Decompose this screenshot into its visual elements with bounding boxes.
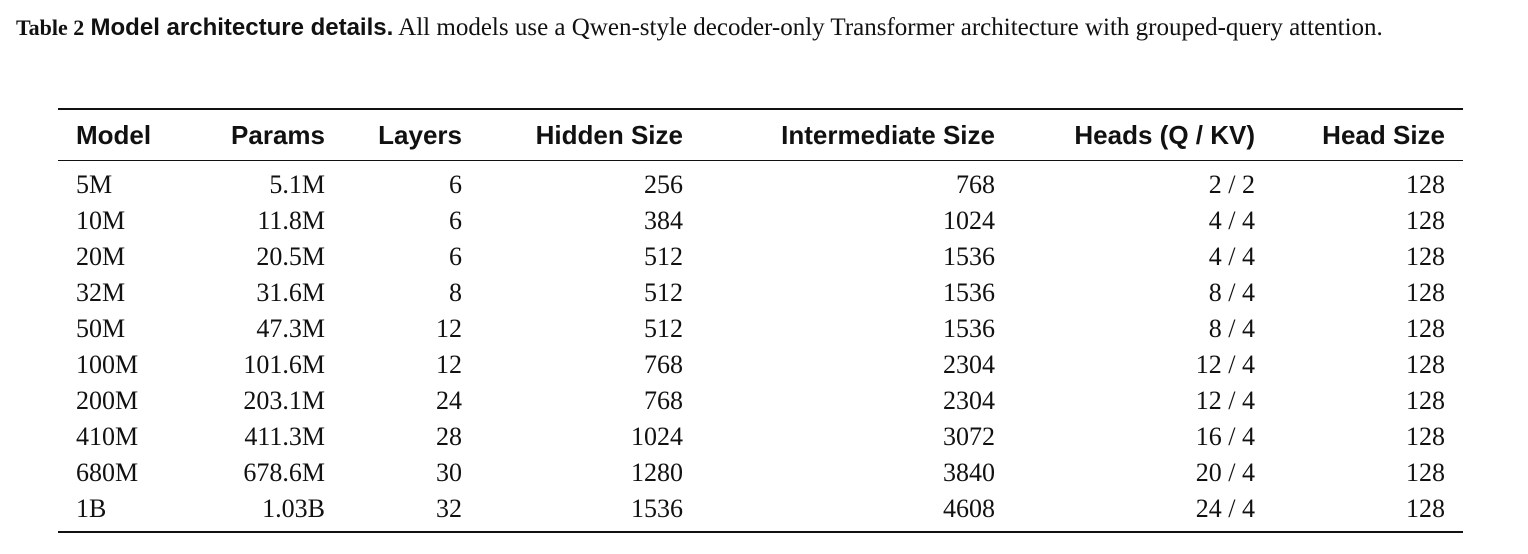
- table-cell: 410M: [76, 422, 139, 451]
- table: Model Params Layers Hidden Size Intermediate…: [58, 108, 1463, 533]
- table-cell: 4 / 4: [1208, 242, 1255, 271]
- table-cell: 30: [436, 458, 462, 487]
- table-cell: 1B: [76, 494, 107, 523]
- table-row: 680M 678.6M 30 1280 3840 20 / 4 128: [58, 455, 1463, 491]
- table-cell: 32: [436, 494, 462, 523]
- table-cell: 101.6M: [243, 350, 325, 379]
- table-cell: 12 / 4: [1195, 350, 1255, 379]
- table-cell: 8: [449, 278, 462, 307]
- table-row: 5M 5.1M 6 256 768 2 / 2 128: [58, 161, 1463, 204]
- table-cell: 5M: [76, 170, 113, 199]
- table-cell: 411.3M: [244, 422, 325, 451]
- table-cell: 128: [1406, 458, 1445, 487]
- column-header: Hidden Size: [535, 119, 683, 150]
- column-header: Intermediate Size: [781, 119, 995, 150]
- table-cell: 1536: [943, 278, 995, 307]
- table-cell: 256: [644, 170, 683, 199]
- table-cell: 12: [436, 350, 462, 379]
- table-row: 32M 31.6M 8 512 1536 8 / 4 128: [58, 275, 1463, 311]
- table-cell: 128: [1406, 314, 1445, 343]
- table-cell: 768: [644, 350, 683, 379]
- table-cell: 203.1M: [243, 386, 325, 415]
- table-row: 200M 203.1M 24 768 2304 12 / 4 128: [58, 383, 1463, 419]
- caption-label: Table 2: [16, 15, 85, 40]
- table-cell: 6: [449, 170, 462, 199]
- table-cell: 128: [1406, 494, 1445, 523]
- table-cell: 1024: [631, 422, 683, 451]
- table-row: 10M 11.8M 6 384 1024 4 / 4 128: [58, 203, 1463, 239]
- table-cell: 1536: [943, 242, 995, 271]
- column-header: Model: [76, 119, 152, 150]
- table-cell: 512: [644, 278, 683, 307]
- table-cell: 512: [644, 242, 683, 271]
- table-row: 50M 47.3M 12 512 1536 8 / 4 128: [58, 311, 1463, 347]
- table-cell: 1536: [943, 314, 995, 343]
- table-row: 1B 1.03B 32 1536 4608 24 / 4 128: [58, 491, 1463, 532]
- table-cell: 678.6M: [243, 458, 325, 487]
- table-cell: 128: [1406, 422, 1445, 451]
- table-cell: 50M: [76, 314, 126, 343]
- table-cell: 1280: [631, 458, 683, 487]
- table-cell: 768: [644, 386, 683, 415]
- table-cell: 680M: [76, 458, 139, 487]
- caption: Table 2 Model architecture details. All …: [16, 12, 1516, 43]
- table-cell: 20 / 4: [1195, 458, 1255, 487]
- table-cell: 2 / 2: [1208, 170, 1255, 199]
- table-cell: 6: [449, 206, 462, 235]
- table-cell: 32M: [76, 278, 126, 307]
- table-row: 20M 20.5M 6 512 1536 4 / 4 128: [58, 239, 1463, 275]
- table-cell: 1.03B: [262, 494, 325, 523]
- table-cell: 16 / 4: [1195, 422, 1255, 451]
- table-cell: 4608: [943, 494, 995, 523]
- table-cell: 12 / 4: [1195, 386, 1255, 415]
- table-cell: 1536: [631, 494, 683, 523]
- table-cell: 3840: [943, 458, 995, 487]
- column-header: Params: [231, 119, 325, 150]
- table-cell: 200M: [76, 386, 139, 415]
- table-cell: 768: [956, 170, 995, 199]
- header-row: Model Params Layers Hidden Size Intermediate…: [58, 109, 1463, 161]
- caption-title: Model architecture details.: [90, 14, 394, 41]
- table-cell: 384: [644, 206, 683, 235]
- table-cell: 20.5M: [256, 242, 325, 271]
- table-cell: 4 / 4: [1208, 206, 1255, 235]
- table-cell: 8 / 4: [1208, 314, 1255, 343]
- table-cell: 12: [436, 314, 462, 343]
- table-cell: 2304: [943, 350, 995, 379]
- table-cell: 28: [436, 422, 462, 451]
- table-row: 100M 101.6M 12 768 2304 12 / 4 128: [58, 347, 1463, 383]
- column-header: Head Size: [1322, 119, 1445, 150]
- table-cell: 128: [1406, 170, 1445, 199]
- table-cell: 24: [436, 386, 462, 415]
- table-cell: 3072: [943, 422, 995, 451]
- table-cell: 47.3M: [256, 314, 325, 343]
- table-cell: 10M: [76, 206, 126, 235]
- table-cell: 8 / 4: [1208, 278, 1255, 307]
- table-cell: 24 / 4: [1195, 494, 1255, 523]
- table-cell: 128: [1406, 278, 1445, 307]
- table-row: 410M 411.3M 28 1024 3072 16 / 4 128: [58, 419, 1463, 455]
- table-header: Model Params Layers Hidden Size Intermediate…: [58, 109, 1463, 161]
- column-header: Layers: [378, 119, 462, 150]
- table-cell: 128: [1406, 206, 1445, 235]
- table-cell: 100M: [76, 350, 139, 379]
- table-cell: 1024: [943, 206, 995, 235]
- table-cell: 31.6M: [256, 278, 325, 307]
- table-cell: 2304: [943, 386, 995, 415]
- table-cell: 11.8M: [257, 206, 325, 235]
- table-cell: 128: [1406, 386, 1445, 415]
- table-cell: 512: [644, 314, 683, 343]
- table-cell: 6: [449, 242, 462, 271]
- table-cell: 128: [1406, 350, 1445, 379]
- table-cell: 5.1M: [269, 170, 325, 199]
- table-cell: 128: [1406, 242, 1445, 271]
- caption-text: All models use a Qwen-style decoder-only…: [398, 14, 1383, 41]
- table-cell: 20M: [76, 242, 126, 271]
- column-header: Heads (Q / KV): [1074, 119, 1255, 150]
- table-body: 5M 5.1M 6 256 768 2 / 2 128 10M 11.8M 6 384 1024 4 /…: [58, 161, 1463, 532]
